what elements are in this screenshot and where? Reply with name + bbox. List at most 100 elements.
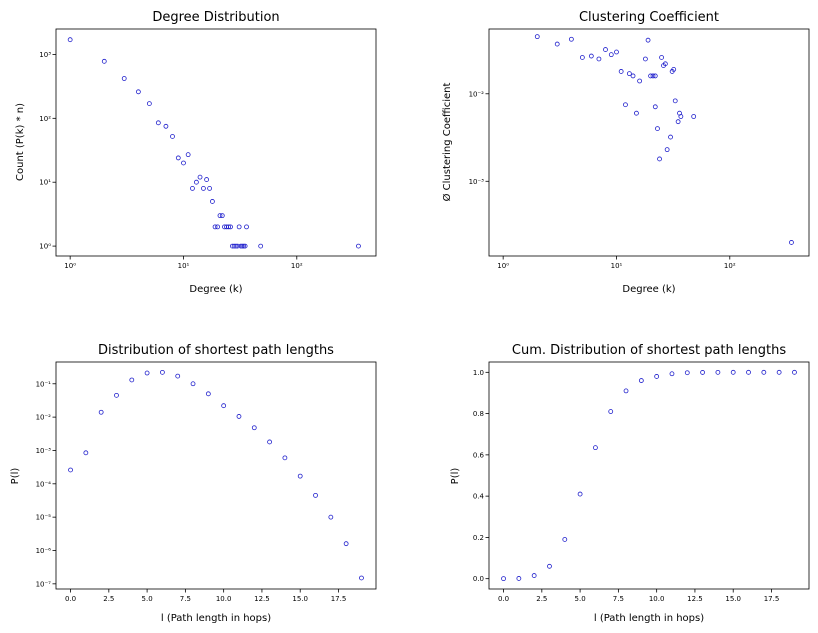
x-tick-label: 10.0: [216, 595, 232, 603]
data-point: [258, 243, 264, 249]
x-tick-label: 10¹: [178, 262, 190, 270]
data-point: [205, 391, 211, 397]
data-point: [577, 491, 583, 497]
chart-title: Distribution of shortest path lengths: [98, 343, 334, 358]
data-point: [554, 41, 560, 47]
data-point: [242, 243, 248, 249]
data-point: [675, 119, 681, 125]
x-tick-label: 7.5: [180, 595, 191, 603]
y-tick-label: 10⁻³: [36, 447, 52, 455]
y-tick-label: 0.2: [473, 534, 484, 542]
y-tick-label: 1.0: [473, 369, 484, 377]
data-point: [691, 114, 697, 119]
data-point: [146, 101, 152, 106]
data-point: [228, 224, 233, 230]
x-tick-label: 5.0: [142, 595, 153, 603]
data-point: [623, 388, 629, 394]
data-point: [221, 403, 227, 409]
data-point: [129, 377, 135, 383]
data-point: [359, 575, 364, 581]
data-point: [568, 36, 574, 42]
x-axis-label: Degree (k): [622, 284, 675, 295]
data-point: [197, 174, 203, 180]
y-tick-label: 0.8: [473, 410, 484, 418]
data-point: [241, 243, 247, 249]
data-point: [501, 576, 506, 582]
data-point: [193, 179, 199, 185]
plot-area: [55, 361, 377, 590]
data-point: [201, 186, 206, 191]
data-point: [608, 409, 614, 414]
data-point: [135, 89, 141, 95]
data-point: [531, 573, 537, 578]
y-tick-label: 10⁻⁷: [36, 580, 52, 588]
data-point: [244, 224, 249, 230]
data-point: [562, 537, 568, 542]
data-point: [217, 213, 223, 219]
data-point: [596, 56, 602, 62]
x-axis-label: l (Path length in hops): [594, 613, 704, 624]
panel-shortest-path-distribution: Distribution of shortest path lengths l …: [10, 343, 377, 624]
y-tick-label: 0.4: [473, 493, 485, 501]
data-point: [776, 369, 782, 375]
data-point: [68, 467, 73, 473]
data-point: [235, 243, 240, 249]
y-axis-label: Ø Clustering Coefficient: [441, 83, 453, 202]
data-point: [652, 104, 658, 110]
data-point: [678, 114, 684, 119]
data-point: [238, 243, 244, 249]
data-point: [83, 450, 89, 456]
data-point: [593, 445, 598, 451]
plot-area: [488, 361, 810, 590]
data-point: [645, 37, 651, 43]
data-point: [210, 199, 215, 204]
data-point: [648, 73, 653, 79]
data-point: [638, 378, 644, 383]
data-point: [662, 61, 668, 67]
data-point: [229, 243, 235, 249]
data-point: [657, 156, 662, 162]
chart-title: Degree Distribution: [152, 10, 279, 25]
plot-area: [55, 28, 377, 257]
x-tick-label: 0.0: [498, 595, 509, 603]
data-point: [121, 76, 127, 81]
data-point: [219, 213, 225, 219]
panel-cumulative-shortest-path-distribution: Cum. Distribution of shortest path lengt…: [450, 343, 810, 624]
data-point: [343, 541, 349, 547]
data-point: [650, 73, 656, 79]
data-point: [204, 177, 210, 182]
y-axis-label: P(l): [10, 468, 21, 485]
y-tick-label: 10³: [39, 51, 51, 59]
x-tick-label: 15.0: [725, 595, 741, 603]
data-point: [356, 243, 361, 249]
x-tick-label: 10²: [724, 262, 736, 270]
data-point: [652, 73, 658, 79]
y-tick-label: 10⁻⁶: [36, 547, 52, 555]
x-tick-label: 10²: [291, 262, 303, 270]
data-point: [67, 37, 73, 43]
plot-area: [488, 28, 810, 257]
data-point: [297, 473, 303, 479]
x-tick-label: 7.5: [613, 595, 624, 603]
data-point: [659, 55, 664, 60]
data-point: [634, 110, 639, 116]
data-point: [655, 126, 660, 132]
data-point: [175, 373, 181, 379]
x-tick-label: 10¹: [611, 262, 623, 270]
y-tick-label: 10⁻³: [469, 178, 485, 186]
data-point: [669, 371, 675, 377]
x-tick-label: 17.5: [331, 595, 347, 603]
data-point: [239, 243, 245, 249]
data-point: [614, 49, 619, 55]
data-point: [789, 240, 794, 245]
x-tick-label: 10⁰: [497, 262, 509, 270]
data-point: [226, 224, 231, 230]
data-point: [654, 374, 660, 379]
data-point: [185, 152, 191, 158]
y-tick-label: 10⁻²: [36, 414, 52, 422]
panel-degree-distribution: Degree Distribution Degree (k) Count (P(…: [15, 10, 377, 295]
x-tick-label: 2.5: [536, 595, 547, 603]
y-tick-label: 10⁰: [39, 243, 51, 251]
data-point: [637, 78, 643, 84]
panel-clustering-coefficient: Clustering Coefficient Degree (k) Ø Clus…: [441, 10, 810, 295]
